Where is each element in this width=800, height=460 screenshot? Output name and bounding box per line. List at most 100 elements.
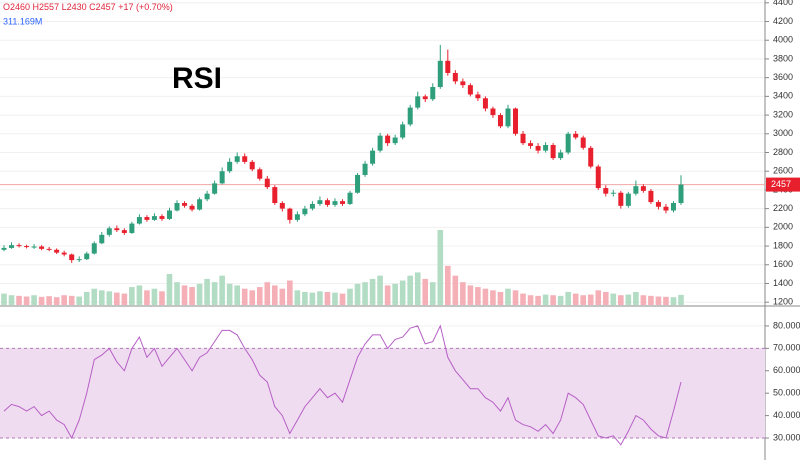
candle-body [309,203,315,209]
y-tick-label: 3600 [773,72,793,82]
candle-body [565,133,571,153]
volume-bar [61,295,67,305]
candle-body [114,228,120,231]
volume-bar [294,290,301,305]
candle-body [174,203,180,211]
candle-body [347,192,353,204]
volume-bar [678,294,684,305]
volume-bar [633,291,639,305]
volume-bar [384,285,391,305]
candle-body [505,108,511,127]
volume-bar [189,287,195,305]
candle-body [528,143,534,146]
volume-bar [512,290,519,305]
candle-body [129,223,135,233]
candle-body [625,193,631,206]
volume-bar [1,293,7,305]
volume-bar [279,288,286,305]
candle-body [287,208,293,220]
volume-label: 311.169M [3,16,42,26]
low-label: L2430 [62,2,87,12]
candle-body [242,156,248,162]
volume-bar [226,283,233,305]
volume-bar [272,285,278,305]
candle-body [136,217,142,224]
y-tick-label: 60.0000 [773,365,800,375]
candle-body [54,249,60,253]
candle-body [317,200,323,204]
volume-bar [234,285,240,305]
candle-body [279,203,285,209]
volume-bar [324,291,331,305]
candle-body [234,156,240,162]
volume-bar [159,291,165,305]
candle-body [106,228,112,235]
high-label: H2557 [33,2,60,12]
volume-bar [211,282,218,305]
volume-bar [129,287,135,305]
candle-body [302,208,308,215]
candle-body [670,203,676,211]
candle-body [84,253,90,260]
volume-bar [429,282,436,305]
volume-bar [98,290,105,305]
volume-bar [264,282,271,305]
candle-body [61,252,67,255]
y-tick-label: 1200 [773,297,793,307]
volume-bar [618,295,624,305]
candle-body [430,87,436,100]
volume-bar [497,291,504,305]
rsi-band [0,348,765,439]
candle-body [91,243,97,254]
candle-body [16,245,22,247]
candle-body [618,192,624,206]
ohlc-header: O2460 H2557 L2430 C2457 +17 (+0.70%) [3,2,173,12]
candle-body [407,107,413,125]
candle-body [580,137,586,148]
candle-body [467,85,473,95]
candle-body [324,200,330,205]
volume-bar [339,293,346,305]
volume-bar [91,288,98,305]
y-tick-label: 4200 [773,16,793,26]
volume-bar [640,295,647,305]
candle-body [445,60,451,73]
candle-body [212,183,218,194]
y-tick-label: 4400 [773,0,793,7]
y-tick-label: 80.0000 [773,320,800,330]
volume-bar [23,296,30,305]
candle-body [663,206,669,211]
last-price-box [766,177,800,192]
y-tick-label: 3200 [773,109,793,119]
volume-bar [565,291,571,305]
candle-body [189,205,195,210]
candle-body [475,94,481,99]
candle-body [197,199,203,210]
volume-bar [347,288,353,305]
volume-bar [16,295,22,305]
y-tick-label: 2600 [773,166,793,176]
candle-body [490,108,496,116]
volume-bar [46,296,52,305]
candle-body [437,60,443,88]
volume-bar [8,295,15,305]
y-tick-label: 1600 [773,259,793,269]
volume-bar [309,292,316,305]
volume-bar [557,295,564,305]
candle-body [392,137,398,144]
volume-bar [437,230,444,305]
y-tick-label: 30.0000 [773,432,800,442]
volume-bar [392,283,398,305]
candle-body [151,216,157,220]
candle-body [588,147,594,167]
candle-body [24,246,30,248]
volume-bar [354,283,361,305]
volume-bar [83,291,90,305]
change-label: +17 (+0.70%) [118,2,173,12]
last-price-label: 2457 [771,179,791,189]
volume-bar [535,295,541,305]
candle-body [550,145,556,159]
volume-bar [475,287,481,305]
y-tick-label: 40.0000 [773,410,800,420]
